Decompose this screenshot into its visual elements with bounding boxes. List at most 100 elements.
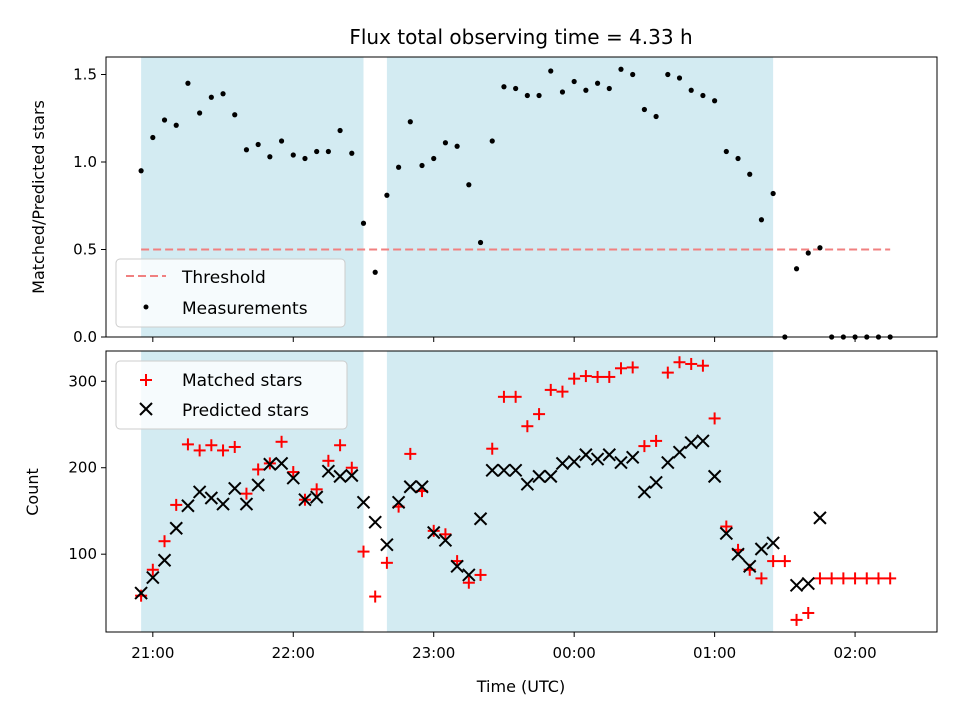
- matched-star-marker: [860, 572, 873, 585]
- matched-star-marker: [872, 572, 885, 585]
- predicted-star-marker: [590, 452, 605, 466]
- predicted-star-marker-b: [309, 490, 324, 504]
- measurement-point: [314, 148, 320, 155]
- matched-star-marker: [638, 440, 651, 453]
- matched-star-marker: [720, 520, 733, 533]
- matched-star-marker: [708, 412, 721, 425]
- matched-star-marker: [193, 444, 206, 457]
- matched-star-marker: [591, 370, 604, 383]
- measurement-point: [454, 143, 460, 149]
- predicted-star-marker-b: [555, 456, 570, 471]
- predicted-star-marker: [649, 475, 663, 490]
- matched-star-marker: [357, 545, 370, 558]
- matched-star-marker: [755, 572, 768, 585]
- measurement-point: [548, 68, 554, 74]
- measurement-point: [641, 106, 647, 113]
- predicted-star-marker: [672, 445, 687, 459]
- predicted-star-marker-b: [614, 455, 628, 470]
- measurement-point: [688, 87, 694, 93]
- measurement-point: [606, 85, 612, 92]
- predicted-star-marker-b: [473, 512, 488, 526]
- predicted-star-marker-b: [625, 450, 640, 465]
- predicted-star-marker: [497, 463, 511, 478]
- x-tick-label: 01:00: [693, 644, 736, 662]
- top-y-tick-label: 0.0: [73, 328, 97, 346]
- predicted-star-marker: [754, 542, 769, 556]
- top-legend-box: [115, 258, 346, 328]
- predicted-star-marker-b: [438, 533, 453, 548]
- bottom-observing-window-1: [386, 351, 774, 632]
- predicted-star-marker: [719, 526, 734, 541]
- bottom-legend-box: [115, 360, 348, 430]
- predicted-star-marker: [555, 456, 570, 471]
- matched-star-marker: [287, 466, 300, 479]
- predicted-star-marker-b: [719, 526, 734, 541]
- predicted-star-marker: [743, 559, 757, 573]
- bottom-panel: 100 200 300 21:00 22:00 23:00 00:00 01:00 02:00…: [23, 350, 938, 696]
- predicted-star-marker-b: [345, 468, 359, 483]
- measurement-point: [431, 155, 437, 162]
- predicted-star-marker-b: [298, 493, 312, 507]
- predicted-star-marker-b: [754, 542, 769, 556]
- predicted-star-marker: [157, 553, 172, 567]
- top-y-tick-label: 1.0: [73, 153, 97, 171]
- predicted-star-marker: [286, 471, 300, 485]
- matched-star-marker: [462, 576, 475, 589]
- predicted-star-marker-b: [415, 480, 429, 494]
- matched-star-marker: [181, 438, 194, 451]
- bottom-y-tick-label: 100: [68, 545, 97, 563]
- top-observing-window-1: [386, 57, 774, 337]
- measurement-point: [583, 87, 589, 93]
- matched-star-marker: [603, 370, 616, 383]
- predicted-star-marker: [544, 469, 558, 484]
- matched-star-marker: [568, 372, 581, 385]
- matched-star-marker: [813, 572, 826, 585]
- measurement-point: [513, 85, 519, 92]
- matched-star-marker: [849, 572, 862, 585]
- measurement-point: [817, 245, 823, 251]
- matched-star-marker: [345, 461, 358, 474]
- matched-star-marker: [790, 613, 803, 626]
- measurement-point: [466, 182, 472, 188]
- measurements-legend-swatch: [143, 304, 149, 310]
- predicted-star-marker: [731, 547, 745, 561]
- top-axes-frame: [105, 56, 938, 338]
- measurement-point: [173, 122, 179, 128]
- predicted-star-marker: [473, 512, 488, 526]
- matched-legend-swatch: [140, 374, 152, 386]
- predicted-star-marker: [134, 586, 148, 600]
- bottom-y-axis-label: Count: [23, 468, 42, 516]
- predicted-star-marker: [661, 455, 675, 470]
- top-x-ticks: [152, 337, 856, 342]
- top-y-axis: 0.0 0.5 1.0 1.5: [73, 66, 106, 346]
- predicted-star-marker-b: [637, 485, 652, 499]
- matched-star-marker: [334, 439, 347, 452]
- predicted-star-marker: [637, 485, 652, 499]
- predicted-star-marker: [614, 455, 628, 470]
- predicted-star-marker-b: [485, 463, 499, 478]
- bottom-axes-frame: [105, 350, 938, 633]
- measurement-point: [255, 141, 261, 148]
- predicted-star-marker: [532, 469, 546, 484]
- measurement-point: [442, 140, 449, 146]
- predicted-star-marker-b: [263, 457, 277, 471]
- top-y-tick-label: 1.5: [73, 66, 97, 84]
- predicted-star-marker: [391, 495, 406, 510]
- matched-star-marker: [252, 463, 265, 476]
- matched-star-marker: [474, 568, 487, 581]
- measurement-point: [618, 66, 624, 72]
- predicted-star-marker-b: [696, 434, 710, 448]
- measurement-point: [384, 192, 390, 198]
- predicted-star-marker: [415, 480, 429, 494]
- matched-star-marker: [685, 357, 698, 370]
- measurement-point: [676, 75, 683, 81]
- predicted-star-marker: [520, 477, 535, 491]
- matched-star-marker: [322, 454, 335, 467]
- top-panel: 0.0 0.5 1.0 1.5 Matched/Predicted stars Thr…: [29, 56, 938, 346]
- predicted-star-marker-b: [251, 478, 265, 492]
- predicted-star-marker-b: [520, 477, 535, 491]
- predicted-star-marker: [801, 576, 815, 591]
- matched-star-marker: [240, 487, 253, 500]
- bottom-y-tick-label: 200: [68, 459, 97, 477]
